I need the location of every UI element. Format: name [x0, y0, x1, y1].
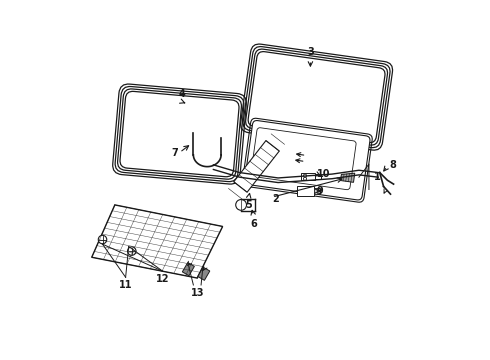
- Bar: [314, 188, 320, 194]
- Text: 10: 10: [317, 169, 330, 179]
- FancyBboxPatch shape: [120, 91, 239, 177]
- Text: 3: 3: [307, 47, 314, 57]
- Polygon shape: [341, 173, 355, 182]
- Circle shape: [98, 235, 107, 244]
- Text: 5: 5: [245, 200, 252, 210]
- Text: 7: 7: [171, 148, 178, 158]
- Text: 13: 13: [191, 288, 204, 298]
- Text: 12: 12: [156, 274, 170, 284]
- Text: 4: 4: [178, 89, 185, 99]
- Polygon shape: [234, 140, 279, 192]
- Text: 8: 8: [389, 160, 396, 170]
- FancyBboxPatch shape: [251, 128, 356, 190]
- Text: 11: 11: [119, 280, 132, 291]
- Text: 2: 2: [272, 194, 279, 204]
- Polygon shape: [182, 262, 195, 276]
- Bar: [314, 188, 318, 194]
- Polygon shape: [92, 205, 222, 278]
- Bar: [297, 186, 314, 195]
- Circle shape: [303, 174, 307, 177]
- Circle shape: [303, 177, 307, 180]
- Text: 1: 1: [373, 172, 380, 182]
- Bar: [315, 174, 321, 179]
- Circle shape: [127, 247, 136, 255]
- FancyBboxPatch shape: [245, 121, 370, 200]
- Text: 6: 6: [250, 219, 257, 229]
- Polygon shape: [198, 267, 210, 280]
- Bar: [301, 172, 315, 180]
- FancyBboxPatch shape: [248, 51, 385, 143]
- Text: 9: 9: [317, 186, 323, 196]
